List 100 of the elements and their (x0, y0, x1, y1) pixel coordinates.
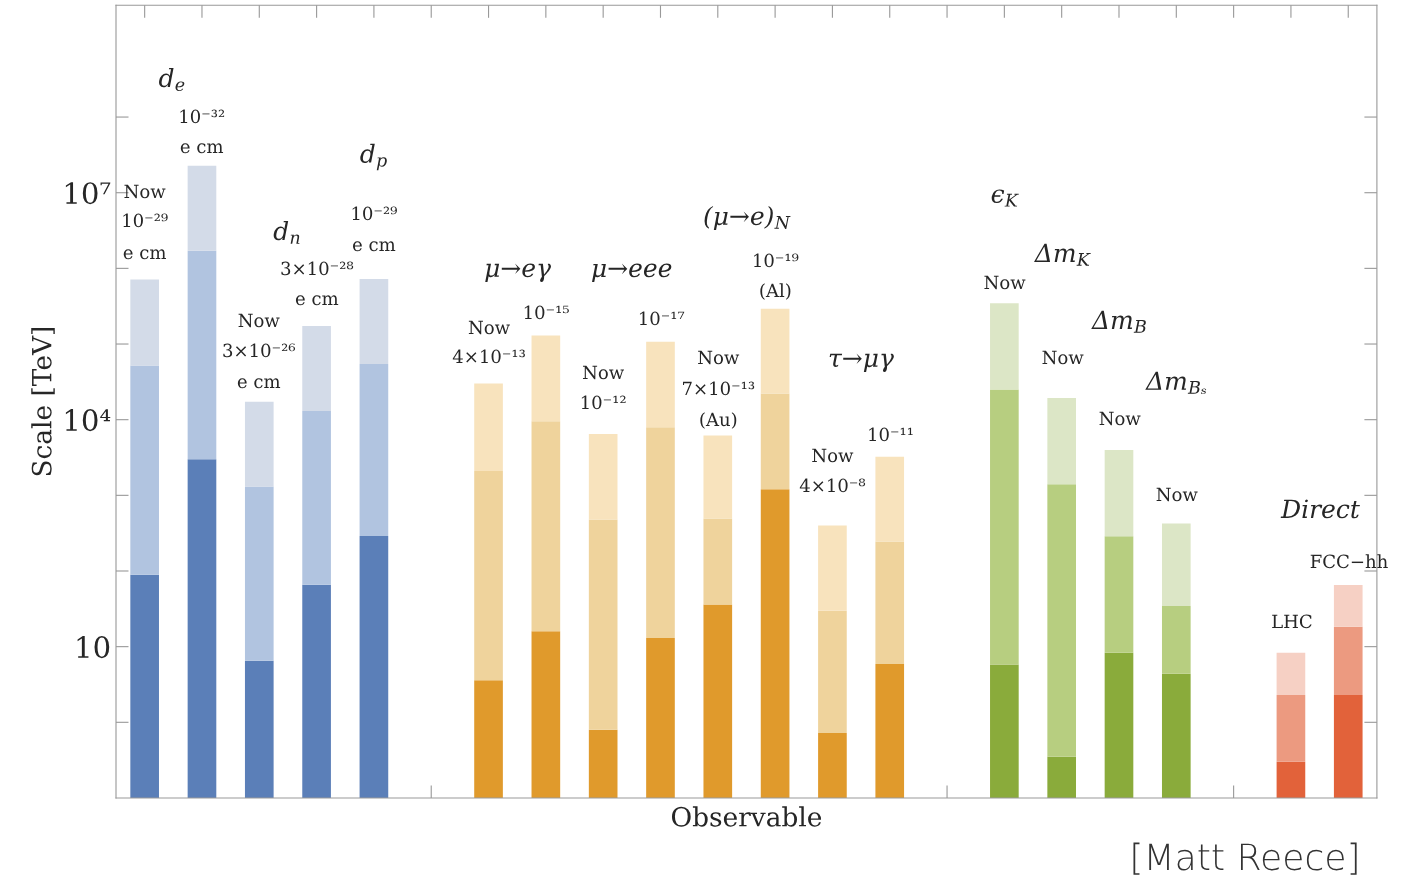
bar (1276, 652, 1306, 695)
annotation: Direct (1280, 499, 1360, 519)
bar (760, 308, 790, 394)
annotation: Now (1099, 411, 1141, 426)
bar (474, 470, 503, 681)
bar (474, 680, 503, 798)
annotation: e cm (295, 295, 339, 306)
annotation: Δm$_{Bₛ}$ (1145, 371, 1207, 394)
annotation: Now (698, 350, 740, 365)
bar (646, 341, 675, 428)
bar (1333, 694, 1363, 798)
annotation: Now (1156, 487, 1198, 502)
annotation: LHC (1272, 614, 1312, 629)
annotation: μ→eee (592, 263, 672, 283)
text: [Matt Reece] (1133, 842, 1357, 875)
annotation: Now (124, 184, 166, 199)
bar (359, 536, 389, 798)
annotation: Now (582, 365, 624, 380)
bar (1276, 761, 1306, 798)
bar (646, 638, 675, 798)
bar (302, 326, 331, 411)
bar (588, 519, 618, 730)
annotation: d$_{p}$ (360, 143, 387, 171)
bar (130, 279, 159, 366)
annotation: Δm$_{K}$ (1034, 243, 1091, 266)
annotation: Now (468, 320, 510, 335)
bar (187, 165, 217, 251)
y-tick-label: 10⁷ (65, 182, 111, 205)
bar (818, 733, 847, 798)
annotation: 3×10⁻²⁸ (281, 261, 354, 276)
bar (588, 729, 618, 798)
bar (130, 365, 159, 575)
annotation: 3×10⁻²⁶ (223, 343, 296, 358)
bar (990, 664, 1019, 798)
y-tick-label: 10 (77, 636, 110, 659)
bar (531, 631, 561, 798)
annotation: 10⁻¹⁵ (524, 305, 569, 320)
bar (244, 486, 274, 661)
bar (1161, 523, 1191, 607)
annotation: e cm (352, 241, 396, 252)
bar (187, 250, 217, 460)
annotation: d$_{n}$ (273, 220, 300, 244)
annotation: Now (812, 448, 854, 463)
x-axis-title: Observable (671, 806, 822, 827)
annotation: (μ→e)$_{N}$ (704, 205, 791, 231)
annotation: e cm (123, 249, 166, 260)
bar (760, 393, 790, 490)
bar (130, 574, 159, 798)
bar (1161, 606, 1191, 674)
bar (302, 584, 331, 798)
annotation: 10⁻¹⁹ (754, 253, 799, 268)
annotation: Now (1042, 350, 1084, 365)
annotation: FCC−hh (1310, 554, 1388, 569)
bar (646, 427, 675, 639)
bar (875, 456, 905, 542)
bar (474, 383, 503, 471)
bar (990, 389, 1019, 665)
annotation: d$_{e}$ (159, 67, 185, 92)
annotation: τ→μγ (829, 353, 894, 373)
bar (1276, 694, 1306, 762)
bar (359, 364, 389, 537)
bar (1047, 397, 1077, 485)
bar (244, 401, 274, 487)
bar (244, 660, 274, 798)
y-tick-label: 10⁴ (65, 409, 111, 432)
bar (818, 610, 847, 734)
bar (1333, 626, 1363, 695)
bar (875, 541, 905, 664)
annotation: (Al) (760, 283, 791, 300)
bar (990, 303, 1019, 390)
annotation: Now (984, 275, 1026, 290)
bar (302, 410, 331, 585)
annotation: 4×10⁻¹³ (452, 349, 525, 364)
bar (531, 335, 561, 422)
bar (1161, 673, 1191, 798)
annotation: 10⁻¹⁷ (639, 311, 685, 326)
bar (1047, 484, 1077, 757)
bar (1104, 652, 1134, 798)
bar (703, 604, 733, 798)
annotation: 10⁻²⁹ (123, 213, 168, 228)
annotation: 10⁻¹² (581, 395, 626, 410)
bar (703, 435, 733, 519)
bar (588, 433, 618, 520)
bar (818, 525, 847, 611)
bar (1104, 536, 1134, 653)
bar (1104, 449, 1134, 537)
annotation: Now (238, 313, 280, 328)
annotation: 10⁻³² (180, 109, 225, 124)
annotation: μ→eγ (485, 263, 551, 283)
bar (875, 663, 905, 798)
annotation: ϵ$_{K}$ (991, 189, 1019, 207)
annotation: e cm (237, 378, 281, 389)
bar (760, 489, 790, 798)
annotation: Δm$_{B}$ (1091, 310, 1146, 333)
bar (703, 518, 733, 605)
bar (187, 459, 217, 798)
bar (359, 278, 389, 365)
annotation: e cm (180, 143, 224, 154)
annotation: 4×10⁻⁸ (799, 478, 866, 493)
annotation: 7×10⁻¹³ (683, 381, 755, 396)
